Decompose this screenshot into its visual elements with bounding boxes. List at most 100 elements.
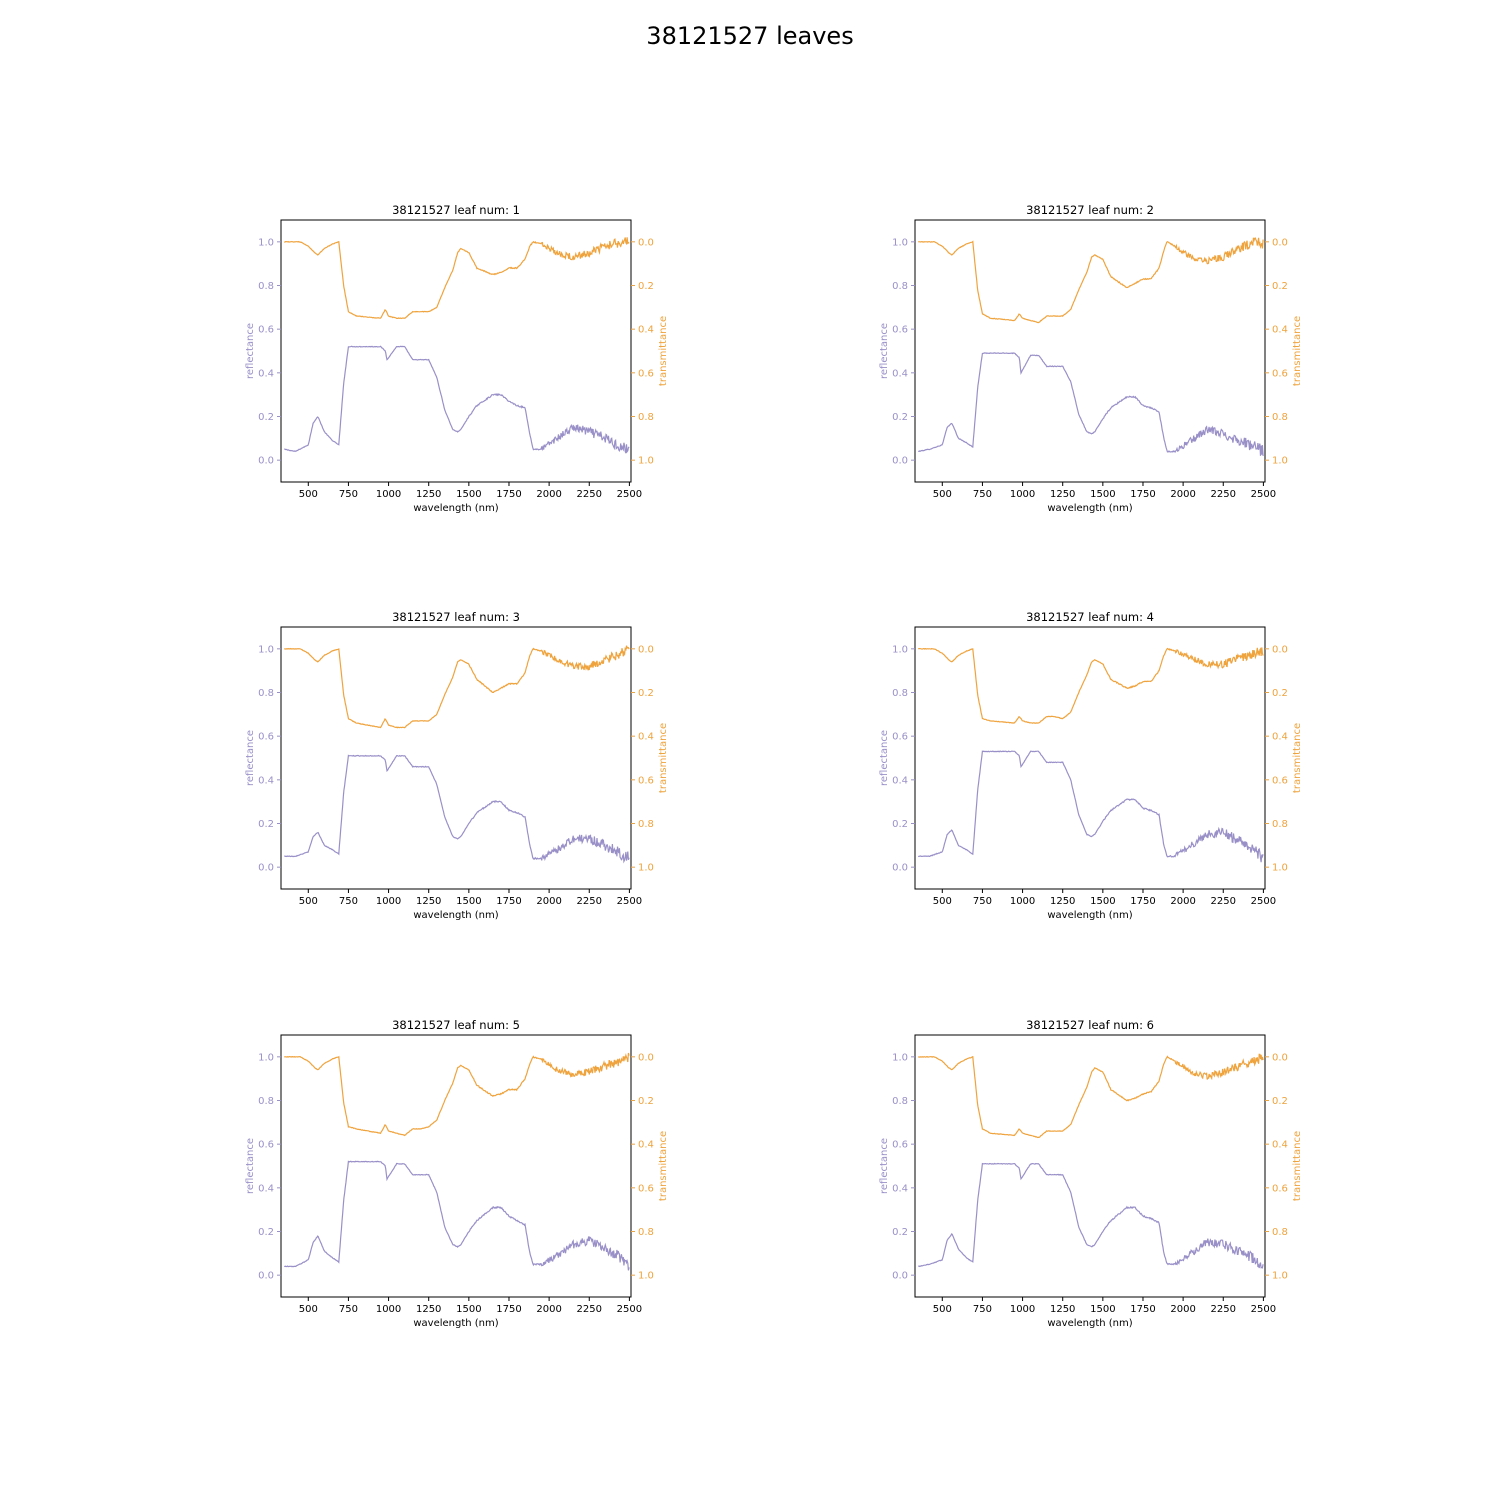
transmittance-line	[917, 647, 1264, 724]
y-tick-label: 0.8	[258, 688, 274, 699]
y2-tick-label: 0.0	[638, 1052, 654, 1063]
reflectance-line	[284, 345, 630, 454]
y-tick-label: 0.6	[892, 732, 908, 743]
x-tick-label: 2250	[577, 489, 602, 500]
y-tick-label: 1.0	[892, 1052, 908, 1063]
x-tick-label: 1000	[1010, 1304, 1035, 1315]
x-tick-label: 750	[973, 896, 992, 907]
y2-tick-label: 0.8	[1272, 1227, 1288, 1238]
x-tick-label: 1250	[1050, 896, 1075, 907]
y2-tick-label: 0.4	[1272, 732, 1288, 743]
x-tick-label: 1500	[456, 489, 481, 500]
plot-frame	[280, 1034, 632, 1298]
y-tick-label: 0.0	[258, 1271, 274, 1282]
x-tick-label: 1500	[456, 1304, 481, 1315]
y-tick-label: 0.8	[892, 688, 908, 699]
y-tick-label: 0.0	[892, 456, 908, 467]
x-axis-label: wavelength (nm)	[413, 910, 498, 921]
subplot-title: 38121527 leaf num: 5	[392, 1018, 520, 1032]
y-tick-label: 0.2	[258, 819, 274, 830]
x-axis-label: wavelength (nm)	[413, 1318, 498, 1329]
y2-tick-label: 1.0	[1272, 1271, 1288, 1282]
y-tick-label: 0.4	[258, 1183, 274, 1194]
y-tick-label: 0.8	[258, 281, 274, 292]
reflectance-line	[284, 754, 630, 864]
x-tick-label: 1750	[496, 896, 521, 907]
plot-frame	[914, 626, 1266, 890]
x-tick-label: 500	[299, 1304, 318, 1315]
x-tick-label: 1750	[496, 1304, 521, 1315]
reflectance-line	[917, 750, 1264, 863]
x-tick-label: 500	[933, 896, 952, 907]
y2-tick-label: 0.0	[638, 644, 654, 655]
x-tick-label: 2500	[1251, 896, 1276, 907]
subplot: 500 750 1000 1250 1500 1750 2000 2250 2500 0.0 0.2…	[245, 1018, 669, 1329]
plot-frame	[914, 219, 1266, 483]
y2-tick-label: 0.8	[638, 412, 654, 423]
x-tick-label: 1500	[1090, 896, 1115, 907]
x-tick-label: 2250	[1211, 1304, 1236, 1315]
y2-tick-label: 0.6	[1272, 1183, 1288, 1194]
y-tick-label: 0.4	[258, 775, 274, 786]
y2-tick-label: 0.2	[638, 688, 654, 699]
y2-tick-label: 0.0	[1272, 1052, 1288, 1063]
x-tick-label: 2250	[1211, 896, 1236, 907]
subplot: 500 750 1000 1250 1500 1750 2000 2250 2500 0.0 0.2…	[245, 610, 669, 921]
y-tick-label: 0.6	[892, 325, 908, 336]
y2-axis-label: transmittance	[658, 316, 669, 386]
y-tick-label: 0.4	[892, 1183, 908, 1194]
y2-tick-label: 0.0	[1272, 644, 1288, 655]
subplot-title: 38121527 leaf num: 3	[392, 610, 520, 624]
y2-tick-label: 1.0	[638, 1271, 654, 1282]
x-axis-label: wavelength (nm)	[1047, 910, 1132, 921]
x-tick-label: 750	[973, 489, 992, 500]
y-tick-label: 0.0	[258, 863, 274, 874]
x-tick-label: 2000	[1170, 896, 1195, 907]
x-tick-label: 750	[973, 1304, 992, 1315]
y-tick-label: 0.0	[892, 1271, 908, 1282]
y-axis-label: reflectance	[879, 323, 890, 379]
y2-tick-label: 0.4	[638, 325, 654, 336]
plot-frame	[280, 219, 632, 483]
y2-tick-label: 0.8	[1272, 819, 1288, 830]
x-tick-label: 2500	[1251, 1304, 1276, 1315]
x-tick-label: 2250	[577, 1304, 602, 1315]
y-tick-label: 0.2	[258, 1227, 274, 1238]
y2-tick-label: 1.0	[1272, 863, 1288, 874]
x-tick-label: 1250	[1050, 1304, 1075, 1315]
y2-tick-label: 0.8	[638, 1227, 654, 1238]
y2-tick-label: 0.4	[638, 732, 654, 743]
y2-tick-label: 0.6	[638, 368, 654, 379]
x-tick-label: 1000	[376, 1304, 401, 1315]
x-tick-label: 2000	[536, 489, 561, 500]
y-tick-label: 1.0	[258, 1052, 274, 1063]
y-axis-label: reflectance	[245, 730, 256, 786]
y-tick-label: 0.2	[892, 819, 908, 830]
y-tick-label: 0.6	[892, 1140, 908, 1151]
x-tick-label: 750	[339, 489, 358, 500]
subplot-title: 38121527 leaf num: 4	[1026, 610, 1154, 624]
y2-tick-label: 0.2	[1272, 1096, 1288, 1107]
y-tick-label: 0.4	[258, 368, 274, 379]
transmittance-line	[284, 645, 630, 729]
reflectance-line	[284, 1160, 630, 1271]
y2-axis-label: transmittance	[658, 1131, 669, 1201]
x-tick-label: 1500	[1090, 489, 1115, 500]
reflectance-line	[918, 352, 1264, 457]
y-tick-label: 1.0	[892, 644, 908, 655]
x-axis-label: wavelength (nm)	[1047, 1318, 1132, 1329]
x-tick-label: 2000	[536, 1304, 561, 1315]
y2-axis-label: transmittance	[1292, 316, 1303, 386]
x-axis-label: wavelength (nm)	[1047, 503, 1132, 514]
subplot: 500 750 1000 1250 1500 1750 2000 2250 2500 0.0 0.2…	[245, 203, 669, 514]
x-tick-label: 1750	[1130, 896, 1155, 907]
y-axis-label: reflectance	[245, 323, 256, 379]
x-tick-label: 1500	[456, 896, 481, 907]
y2-tick-label: 0.6	[638, 775, 654, 786]
x-tick-label: 1000	[1010, 896, 1035, 907]
subplot: 500 750 1000 1250 1500 1750 2000 2250 2500 0.0 0.2…	[879, 203, 1303, 514]
x-tick-label: 2000	[536, 896, 561, 907]
y2-tick-label: 0.0	[1272, 237, 1288, 248]
x-tick-label: 2250	[577, 896, 602, 907]
y2-tick-label: 0.2	[1272, 281, 1288, 292]
